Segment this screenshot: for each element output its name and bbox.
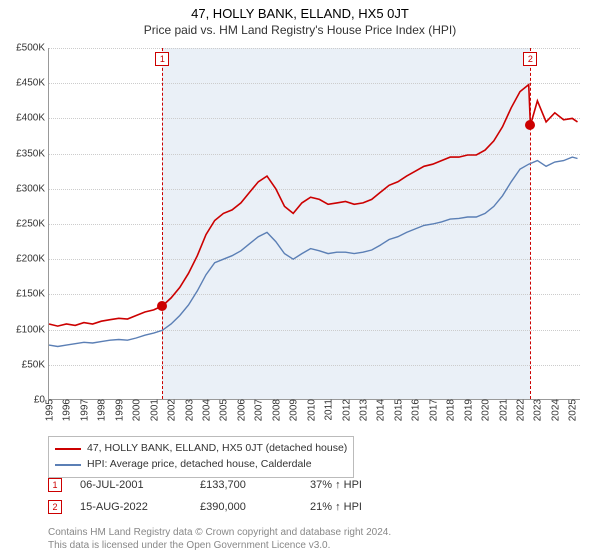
chart-container: 47, HOLLY BANK, ELLAND, HX5 0JT Price pa… bbox=[0, 0, 600, 560]
legend-item: 47, HOLLY BANK, ELLAND, HX5 0JT (detache… bbox=[55, 441, 347, 457]
y-axis-label: £450K bbox=[16, 78, 49, 89]
x-axis-label: 2006 bbox=[234, 399, 247, 421]
sale-date: 06-JUL-2001 bbox=[80, 479, 200, 491]
x-axis-label: 2002 bbox=[165, 399, 178, 421]
sale-row: 1 06-JUL-2001£133,70037% ↑ HPI bbox=[48, 478, 362, 492]
sale-number: 1 bbox=[48, 478, 62, 492]
legend-label: 47, HOLLY BANK, ELLAND, HX5 0JT (detache… bbox=[87, 441, 347, 457]
x-axis-label: 1995 bbox=[43, 399, 56, 421]
x-axis-label: 2020 bbox=[479, 399, 492, 421]
x-axis-label: 2011 bbox=[322, 399, 335, 421]
x-axis-label: 2014 bbox=[374, 399, 387, 421]
x-axis-label: 2022 bbox=[513, 399, 526, 421]
x-axis-label: 2019 bbox=[461, 399, 474, 421]
x-axis-label: 1996 bbox=[60, 399, 73, 421]
legend-item: HPI: Average price, detached house, Cald… bbox=[55, 457, 347, 473]
y-axis-label: £200K bbox=[16, 254, 49, 265]
y-axis-label: £150K bbox=[16, 289, 49, 300]
y-axis-label: £350K bbox=[16, 148, 49, 159]
sale-pct: 21% ↑ HPI bbox=[310, 501, 362, 513]
plot-area: £0£50K£100K£150K£200K£250K£300K£350K£400… bbox=[48, 48, 580, 400]
legend: 47, HOLLY BANK, ELLAND, HX5 0JT (detache… bbox=[48, 436, 354, 478]
x-axis-label: 2001 bbox=[147, 399, 160, 421]
sale-price: £390,000 bbox=[200, 501, 310, 513]
x-axis-label: 2018 bbox=[444, 399, 457, 421]
x-axis-label: 2024 bbox=[548, 399, 561, 421]
sale-date: 15-AUG-2022 bbox=[80, 501, 200, 513]
y-axis-label: £400K bbox=[16, 113, 49, 124]
x-axis-label: 2009 bbox=[287, 399, 300, 421]
series-line bbox=[49, 85, 578, 327]
x-axis-label: 2010 bbox=[304, 399, 317, 421]
sale-price: £133,700 bbox=[200, 479, 310, 491]
x-axis-label: 2017 bbox=[426, 399, 439, 421]
x-axis-label: 2023 bbox=[531, 399, 544, 421]
x-axis-label: 1998 bbox=[95, 399, 108, 421]
sale-number: 2 bbox=[48, 500, 62, 514]
credit-line-2: This data is licensed under the Open Gov… bbox=[48, 539, 391, 552]
x-axis-label: 2012 bbox=[339, 399, 352, 421]
y-axis-label: £100K bbox=[16, 324, 49, 335]
x-axis-label: 2007 bbox=[252, 399, 265, 421]
y-axis-label: £300K bbox=[16, 183, 49, 194]
chart-title: 47, HOLLY BANK, ELLAND, HX5 0JT bbox=[0, 0, 600, 21]
x-axis-label: 1999 bbox=[112, 399, 125, 421]
x-axis-label: 2003 bbox=[182, 399, 195, 421]
credit-line-1: Contains HM Land Registry data © Crown c… bbox=[48, 526, 391, 539]
x-axis-label: 2008 bbox=[269, 399, 282, 421]
x-axis-label: 2015 bbox=[391, 399, 404, 421]
x-axis-label: 2000 bbox=[130, 399, 143, 421]
legend-swatch bbox=[55, 464, 81, 466]
chart-subtitle: Price paid vs. HM Land Registry's House … bbox=[0, 21, 600, 41]
sale-pct: 37% ↑ HPI bbox=[310, 479, 362, 491]
y-axis-label: £250K bbox=[16, 219, 49, 230]
legend-label: HPI: Average price, detached house, Cald… bbox=[87, 457, 312, 473]
x-axis-label: 2004 bbox=[199, 399, 212, 421]
legend-swatch bbox=[55, 448, 81, 450]
credit-text: Contains HM Land Registry data © Crown c… bbox=[48, 526, 391, 552]
x-axis-label: 2021 bbox=[496, 399, 509, 421]
sale-row: 2 15-AUG-2022£390,00021% ↑ HPI bbox=[48, 500, 362, 514]
y-axis-label: £500K bbox=[16, 43, 49, 54]
x-axis-label: 1997 bbox=[77, 399, 90, 421]
x-axis-label: 2025 bbox=[566, 399, 579, 421]
x-axis-label: 2016 bbox=[409, 399, 422, 421]
chart-lines bbox=[49, 48, 580, 399]
y-axis-label: £50K bbox=[22, 359, 49, 370]
x-axis-label: 2005 bbox=[217, 399, 230, 421]
x-axis-label: 2013 bbox=[356, 399, 369, 421]
